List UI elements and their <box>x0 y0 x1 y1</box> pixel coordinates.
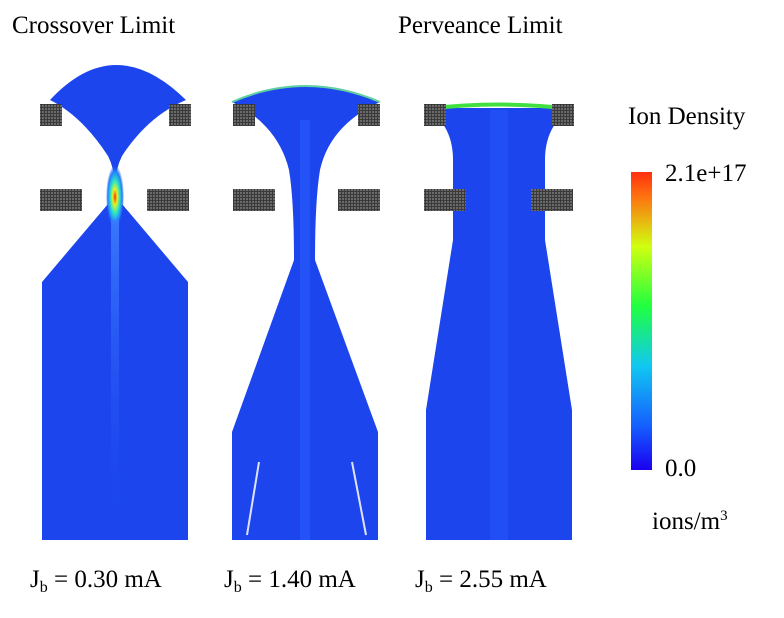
electrode-screen-right-2 <box>358 104 380 126</box>
electrode-accel-right-2 <box>338 189 380 211</box>
electrode-screen-left <box>40 104 62 126</box>
legend-title: Ion Density <box>628 103 746 130</box>
electrode-screen-right <box>169 104 191 126</box>
electrode-accel-left-2 <box>233 189 275 211</box>
panel-crossover <box>40 65 191 540</box>
color-scale-bar <box>631 172 652 470</box>
electrode-accel-left <box>40 189 82 211</box>
legend-unit-label: ions/m3 <box>652 508 728 535</box>
beam-2-streak-left <box>246 461 260 536</box>
crossover-hot-spot <box>106 165 124 229</box>
beam-2-core <box>300 120 310 540</box>
beam-3-core <box>490 110 508 540</box>
panel-intermediate <box>231 85 381 540</box>
legend-min-label: 0.0 <box>665 455 697 482</box>
beam-current-label-2: Jb = 1.40 mA <box>224 566 356 596</box>
beam-2-edge <box>231 85 381 103</box>
beam-2-streak-right <box>351 461 367 536</box>
panel-perveance <box>424 102 574 540</box>
electrode-screen-right-3 <box>552 104 574 126</box>
electrode-screen-left-2 <box>233 104 255 126</box>
crossover-limit-title: Crossover Limit <box>12 12 176 39</box>
electrode-accel-left-3 <box>424 189 466 211</box>
crossover-streak <box>111 220 119 540</box>
perveance-limit-title: Perveance Limit <box>398 12 563 39</box>
legend-max-label: 2.1e+17 <box>665 160 747 187</box>
beam-current-label-3: Jb = 2.55 mA <box>415 566 547 596</box>
electrode-screen-left-3 <box>424 104 446 126</box>
electrode-accel-right-3 <box>531 189 573 211</box>
beam-3 <box>426 108 572 540</box>
electrode-accel-right <box>147 189 189 211</box>
beam-current-label-1: Jb = 0.30 mA <box>30 566 162 596</box>
